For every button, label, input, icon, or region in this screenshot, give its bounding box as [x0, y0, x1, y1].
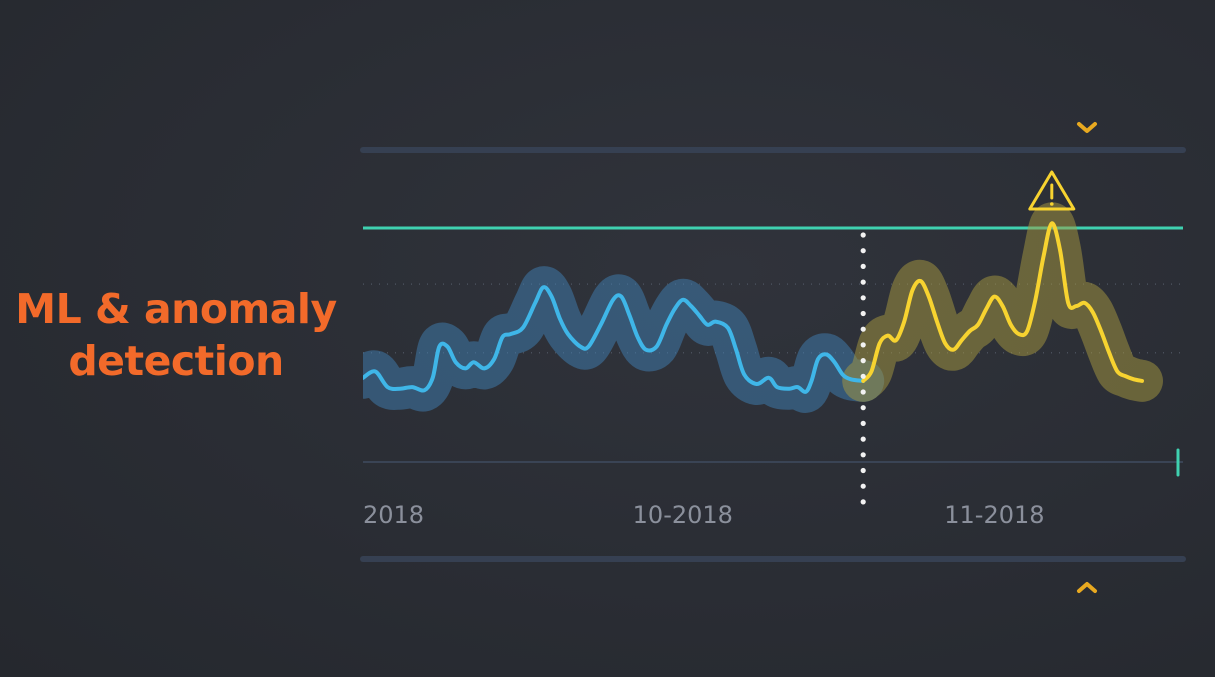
divider-dot [860, 405, 866, 411]
forecast-series-line [861, 221, 1144, 383]
x-tick-label: 2018 [363, 501, 424, 529]
divider-dot [860, 483, 866, 489]
x-tick-label: 10-2018 [633, 501, 733, 529]
series-group [363, 202, 1163, 413]
forecast-divider [860, 232, 866, 505]
x-tick-label: 11-2018 [944, 501, 1044, 529]
divider-dot [860, 232, 866, 238]
chevron-up-icon [1077, 582, 1097, 593]
divider-dot [860, 342, 866, 348]
headline: ML & anomaly detection [0, 283, 352, 387]
divider-dot [860, 436, 866, 442]
divider-dot [860, 420, 866, 426]
divider-dot [860, 310, 866, 317]
warning-triangle-icon [1028, 170, 1076, 211]
divider-dot [860, 452, 866, 458]
divider-dot [860, 358, 866, 364]
headline-line-2: detection [68, 337, 284, 385]
divider-dot [860, 263, 866, 269]
divider-dot [860, 295, 866, 301]
divider-dot [860, 326, 866, 332]
divider-dot [860, 279, 866, 285]
divider-dot [860, 389, 866, 395]
history-series-line [363, 285, 866, 394]
headline-line-1: ML & anomaly [15, 285, 337, 333]
divider-dot [860, 373, 866, 379]
divider-dot [860, 248, 866, 254]
divider-dot [860, 499, 866, 505]
x-tick-labels: 2018 10-2018 11-2018 [363, 501, 1045, 529]
chevron-down-icon [1077, 122, 1097, 133]
divider-dot [860, 467, 866, 474]
